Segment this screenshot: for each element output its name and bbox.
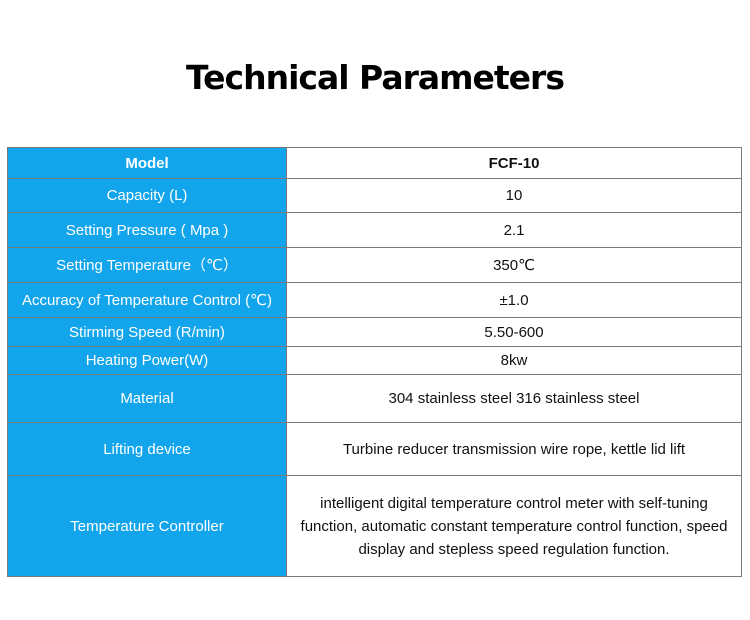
- parameter-label-stirring-speed: Stirming Speed (R/min): [7, 317, 287, 347]
- parameter-value-material: 304 stainless steel 316 stainless steel: [286, 374, 742, 423]
- parameter-value-temperature: 350℃: [286, 247, 742, 283]
- table-row: Material 304 stainless steel 316 stainle…: [7, 374, 742, 423]
- parameter-label-lifting-device: Lifting device: [7, 422, 287, 476]
- technical-parameters-table: Model FCF-10 Capacity (L) 10 Setting Pre…: [7, 147, 742, 577]
- table-header-row: Model FCF-10: [7, 147, 742, 179]
- parameter-value-capacity: 10: [286, 178, 742, 213]
- parameter-label-temperature: Setting Temperature（℃）: [7, 247, 287, 283]
- parameter-label-temperature-controller: Temperature Controller: [7, 475, 287, 577]
- parameter-value-stirring-speed: 5.50-600: [286, 317, 742, 347]
- table-row: Setting Pressure ( Mpa ) 2.1: [7, 212, 742, 248]
- header-label-cell: Model: [7, 147, 287, 179]
- parameter-value-accuracy: ±1.0: [286, 282, 742, 318]
- parameter-label-accuracy: Accuracy of Temperature Control (℃): [7, 282, 287, 318]
- table-row: Temperature Controller intelligent digit…: [7, 475, 742, 577]
- parameter-value-heating-power: 8kw: [286, 346, 742, 375]
- table-row: Setting Temperature（℃） 350℃: [7, 247, 742, 283]
- parameter-label-capacity: Capacity (L): [7, 178, 287, 213]
- parameter-label-material: Material: [7, 374, 287, 423]
- page-title: Technical Parameters: [186, 58, 565, 97]
- table-row: Lifting device Turbine reducer transmiss…: [7, 422, 742, 476]
- table-row: Stirming Speed (R/min) 5.50-600: [7, 317, 742, 347]
- table-row: Heating Power(W) 8kw: [7, 346, 742, 375]
- header-value-cell: FCF-10: [286, 147, 742, 179]
- table-row: Capacity (L) 10: [7, 178, 742, 213]
- parameter-label-pressure: Setting Pressure ( Mpa ): [7, 212, 287, 248]
- parameter-value-pressure: 2.1: [286, 212, 742, 248]
- table-row: Accuracy of Temperature Control (℃) ±1.0: [7, 282, 742, 318]
- parameter-value-temperature-controller: intelligent digital temperature control …: [286, 475, 742, 577]
- parameter-label-heating-power: Heating Power(W): [7, 346, 287, 375]
- parameter-value-lifting-device: Turbine reducer transmission wire rope, …: [286, 422, 742, 476]
